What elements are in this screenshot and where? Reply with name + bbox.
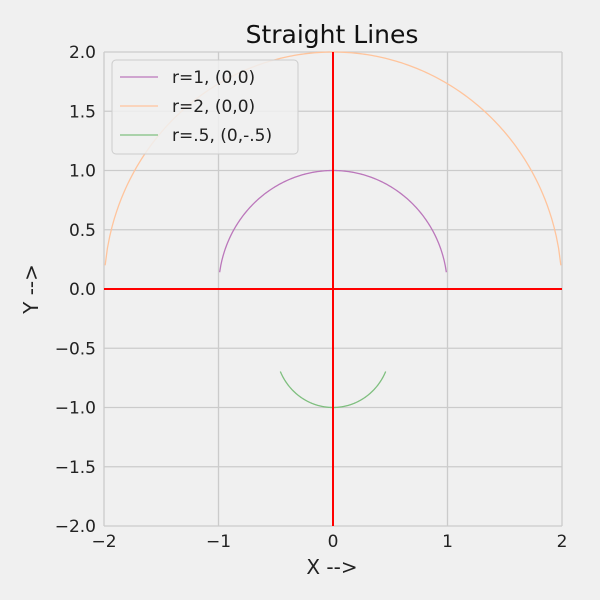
y-tick-label-2: −1.0 [55, 399, 96, 419]
y-tick-label-3: −0.5 [55, 339, 96, 359]
legend: r=1, (0,0) r=2, (0,0) r=.5, (0,-.5) [111, 59, 299, 155]
x-tick-label-4: 2 [557, 532, 568, 552]
y-tick-label-5: 0.5 [69, 221, 96, 241]
legend-box [111, 59, 299, 155]
y-tick-label-7: 1.5 [69, 102, 96, 122]
y-tick-label-8: 2.0 [69, 43, 96, 63]
x-tick-label-2: 0 [328, 532, 339, 552]
x-axis-label: X --> [306, 555, 357, 579]
y-tick-label-1: −1.5 [55, 458, 96, 478]
y-tick-label-4: 0.0 [69, 280, 96, 300]
legend-label-1: r=2, (0,0) [172, 97, 255, 117]
legend-label-0: r=1, (0,0) [172, 68, 255, 88]
x-tick-label-3: 1 [442, 532, 453, 552]
x-tick-label-0: −2 [91, 532, 116, 552]
y-ticks: −2.0 −1.5 −1.0 −0.5 0.0 0.5 1.0 1.5 2.0 [55, 43, 96, 537]
y-tick-label-0: −2.0 [55, 517, 96, 537]
reference-lines [104, 52, 562, 526]
chart-title: Straight Lines [246, 20, 419, 49]
x-ticks: −2 −1 0 1 2 [91, 532, 567, 552]
x-tick-label-1: −1 [206, 532, 231, 552]
y-tick-label-6: 1.0 [69, 162, 96, 182]
y-axis-label: Y --> [19, 264, 43, 315]
legend-label-2: r=.5, (0,-.5) [172, 126, 272, 146]
